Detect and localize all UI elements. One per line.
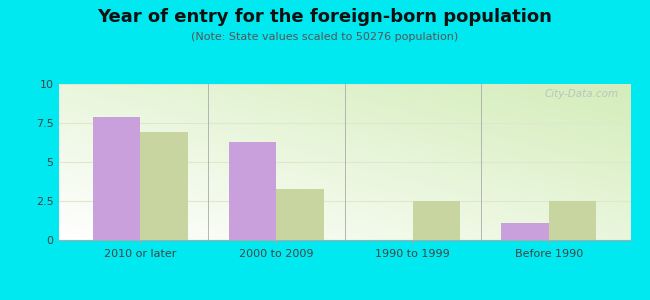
Bar: [501, 223, 549, 240]
Text: (Note: State values scaled to 50276 population): (Note: State values scaled to 50276 popu…: [191, 32, 459, 41]
Bar: [549, 201, 597, 240]
Bar: [229, 142, 276, 240]
Bar: [413, 201, 460, 240]
Bar: [92, 117, 140, 240]
Text: City-Data.com: City-Data.com: [545, 89, 619, 99]
Bar: [276, 188, 324, 240]
Bar: [140, 132, 188, 240]
Text: Year of entry for the foreign-born population: Year of entry for the foreign-born popul…: [98, 8, 552, 26]
